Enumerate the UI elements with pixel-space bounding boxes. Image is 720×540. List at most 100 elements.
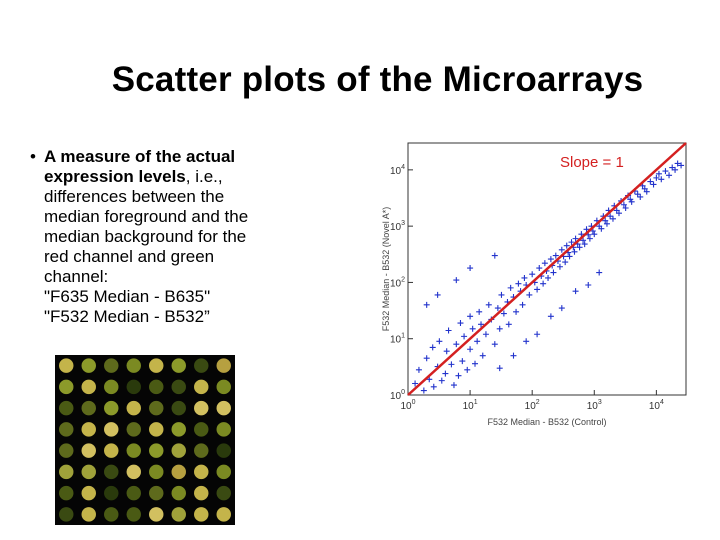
microarray-spot — [59, 507, 74, 522]
x-axis-label: F532 Median - B532 (Control) — [487, 417, 606, 427]
microarray-spot — [149, 400, 164, 416]
data-point — [568, 239, 575, 246]
data-point — [453, 341, 460, 348]
data-point — [496, 365, 503, 372]
data-point — [627, 196, 634, 203]
bullet-bold-lead: A measure of the actual expression level… — [44, 147, 236, 186]
microarray-spot — [59, 379, 74, 395]
data-point — [534, 286, 541, 293]
data-point — [552, 252, 559, 259]
microarray-spot — [171, 464, 186, 480]
data-point — [585, 282, 592, 289]
data-point — [448, 361, 455, 368]
data-point — [653, 174, 660, 181]
data-point — [420, 387, 427, 394]
microarray-spot — [149, 464, 164, 480]
data-point — [558, 246, 565, 253]
data-point — [598, 225, 605, 232]
data-point — [596, 269, 603, 276]
microarray-spot — [171, 422, 186, 437]
microarray-spot — [171, 379, 186, 395]
data-point — [453, 277, 460, 284]
data-point — [540, 280, 547, 287]
data-point — [602, 217, 609, 224]
data-point — [515, 280, 522, 287]
data-point — [547, 256, 554, 263]
data-point — [494, 305, 501, 312]
data-point — [658, 176, 665, 183]
data-point — [491, 252, 498, 259]
data-point — [558, 305, 565, 312]
data-point — [415, 366, 422, 373]
data-point — [438, 377, 445, 384]
microarray-spot — [126, 507, 141, 522]
slope-annotation: Slope = 1 — [560, 154, 624, 171]
data-point — [637, 193, 644, 200]
data-point — [479, 352, 486, 359]
data-point — [523, 338, 530, 345]
microarray-spot — [149, 422, 164, 437]
x-tick-label: 104 — [649, 399, 664, 412]
data-point — [467, 265, 474, 272]
data-point — [464, 366, 471, 373]
microarray-spot — [126, 400, 141, 416]
data-point — [547, 313, 554, 320]
microarray-spot — [81, 464, 96, 480]
data-point — [491, 341, 498, 348]
data-point — [609, 215, 616, 222]
data-point — [615, 210, 622, 217]
microarray-spot — [216, 422, 231, 437]
microarray-spot — [171, 443, 186, 458]
microarray-spot — [81, 400, 96, 416]
microarray-spot — [149, 443, 164, 458]
data-point — [474, 338, 481, 345]
bullet-rest: , i.e., differences between the median f… — [44, 167, 249, 286]
data-point — [469, 325, 476, 332]
microarray-spot — [104, 422, 119, 437]
microarray-spot — [59, 443, 74, 458]
microarray-spot — [59, 400, 74, 416]
x-tick-label: 103 — [587, 399, 602, 412]
data-point — [500, 310, 507, 317]
y-tick-label: 103 — [390, 220, 405, 233]
formula-red-channel: "F635 Median - B635" — [44, 287, 211, 306]
microarray-spot — [171, 507, 186, 522]
microarray-spot — [194, 400, 209, 416]
data-point — [459, 358, 466, 365]
data-point — [457, 320, 464, 327]
y-tick-label: 101 — [390, 333, 405, 346]
data-point — [534, 331, 541, 338]
data-point — [603, 220, 610, 227]
microarray-spot — [81, 507, 96, 522]
microarray-spot — [216, 507, 231, 522]
formula-green-channel: "F532 Median - B532” — [44, 307, 210, 326]
microarray-spot — [59, 485, 74, 501]
microarray-spot — [59, 422, 74, 437]
data-point — [580, 237, 587, 244]
microarray-spot — [126, 358, 141, 373]
microarray-spot — [194, 464, 209, 480]
data-point — [461, 333, 468, 340]
data-point — [519, 301, 526, 308]
data-point — [496, 325, 503, 332]
microarray-spot — [149, 507, 164, 522]
x-tick-label: 102 — [525, 399, 540, 412]
data-point — [430, 383, 437, 390]
y-tick-label: 102 — [390, 276, 405, 289]
microarray-spot — [59, 464, 74, 480]
data-point — [513, 308, 520, 315]
y-axis-label: F532 Median - B532 (Novel A*) — [381, 207, 391, 332]
data-point — [482, 331, 489, 338]
data-point — [566, 253, 573, 260]
data-point — [634, 191, 641, 198]
microarray-spot — [81, 358, 96, 373]
data-point — [467, 313, 474, 320]
microarray-spot — [216, 400, 231, 416]
y-tick-label: 104 — [390, 164, 405, 177]
data-point — [445, 327, 452, 334]
data-point — [423, 301, 430, 308]
data-point — [672, 166, 679, 173]
data-point — [581, 241, 588, 248]
microarray-spot — [194, 507, 209, 522]
